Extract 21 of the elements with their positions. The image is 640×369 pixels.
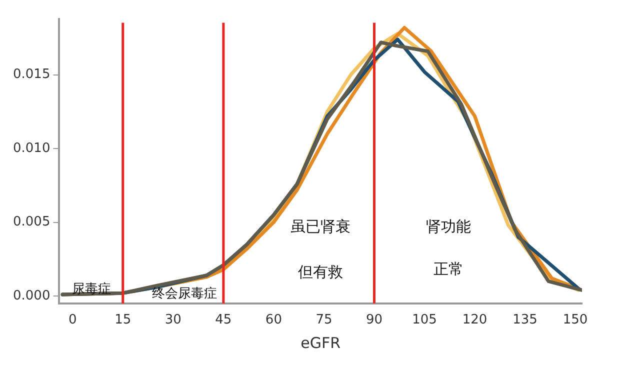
- x-tick-label: 135: [512, 312, 538, 328]
- x-tick-label: 30: [164, 312, 182, 328]
- x-tick-label: 15: [114, 312, 132, 328]
- x-tick-label: 120: [462, 312, 488, 328]
- x-tick-label: 0: [68, 312, 77, 328]
- x-tick-label: 75: [316, 312, 332, 328]
- x-axis-title: eGFR: [300, 334, 341, 352]
- y-tick-label: 0.000: [13, 288, 50, 304]
- annotation: 终会尿毒症: [152, 286, 218, 302]
- annotation: 但有救: [298, 263, 344, 282]
- annotation: 肾功能: [426, 217, 472, 236]
- x-tick-label: 105: [412, 312, 437, 328]
- annotation: 正常: [434, 260, 464, 278]
- x-tick-label: 150: [562, 312, 588, 328]
- y-tick-label: 0.010: [13, 140, 50, 156]
- y-tick-label: 0.005: [13, 214, 50, 230]
- annotation: 虽已肾衰: [290, 217, 351, 236]
- x-tick-label: 90: [366, 312, 382, 328]
- x-tick-label: 45: [215, 312, 232, 328]
- y-tick-label: 0.015: [13, 67, 50, 82]
- x-tick-label: 60: [265, 312, 282, 328]
